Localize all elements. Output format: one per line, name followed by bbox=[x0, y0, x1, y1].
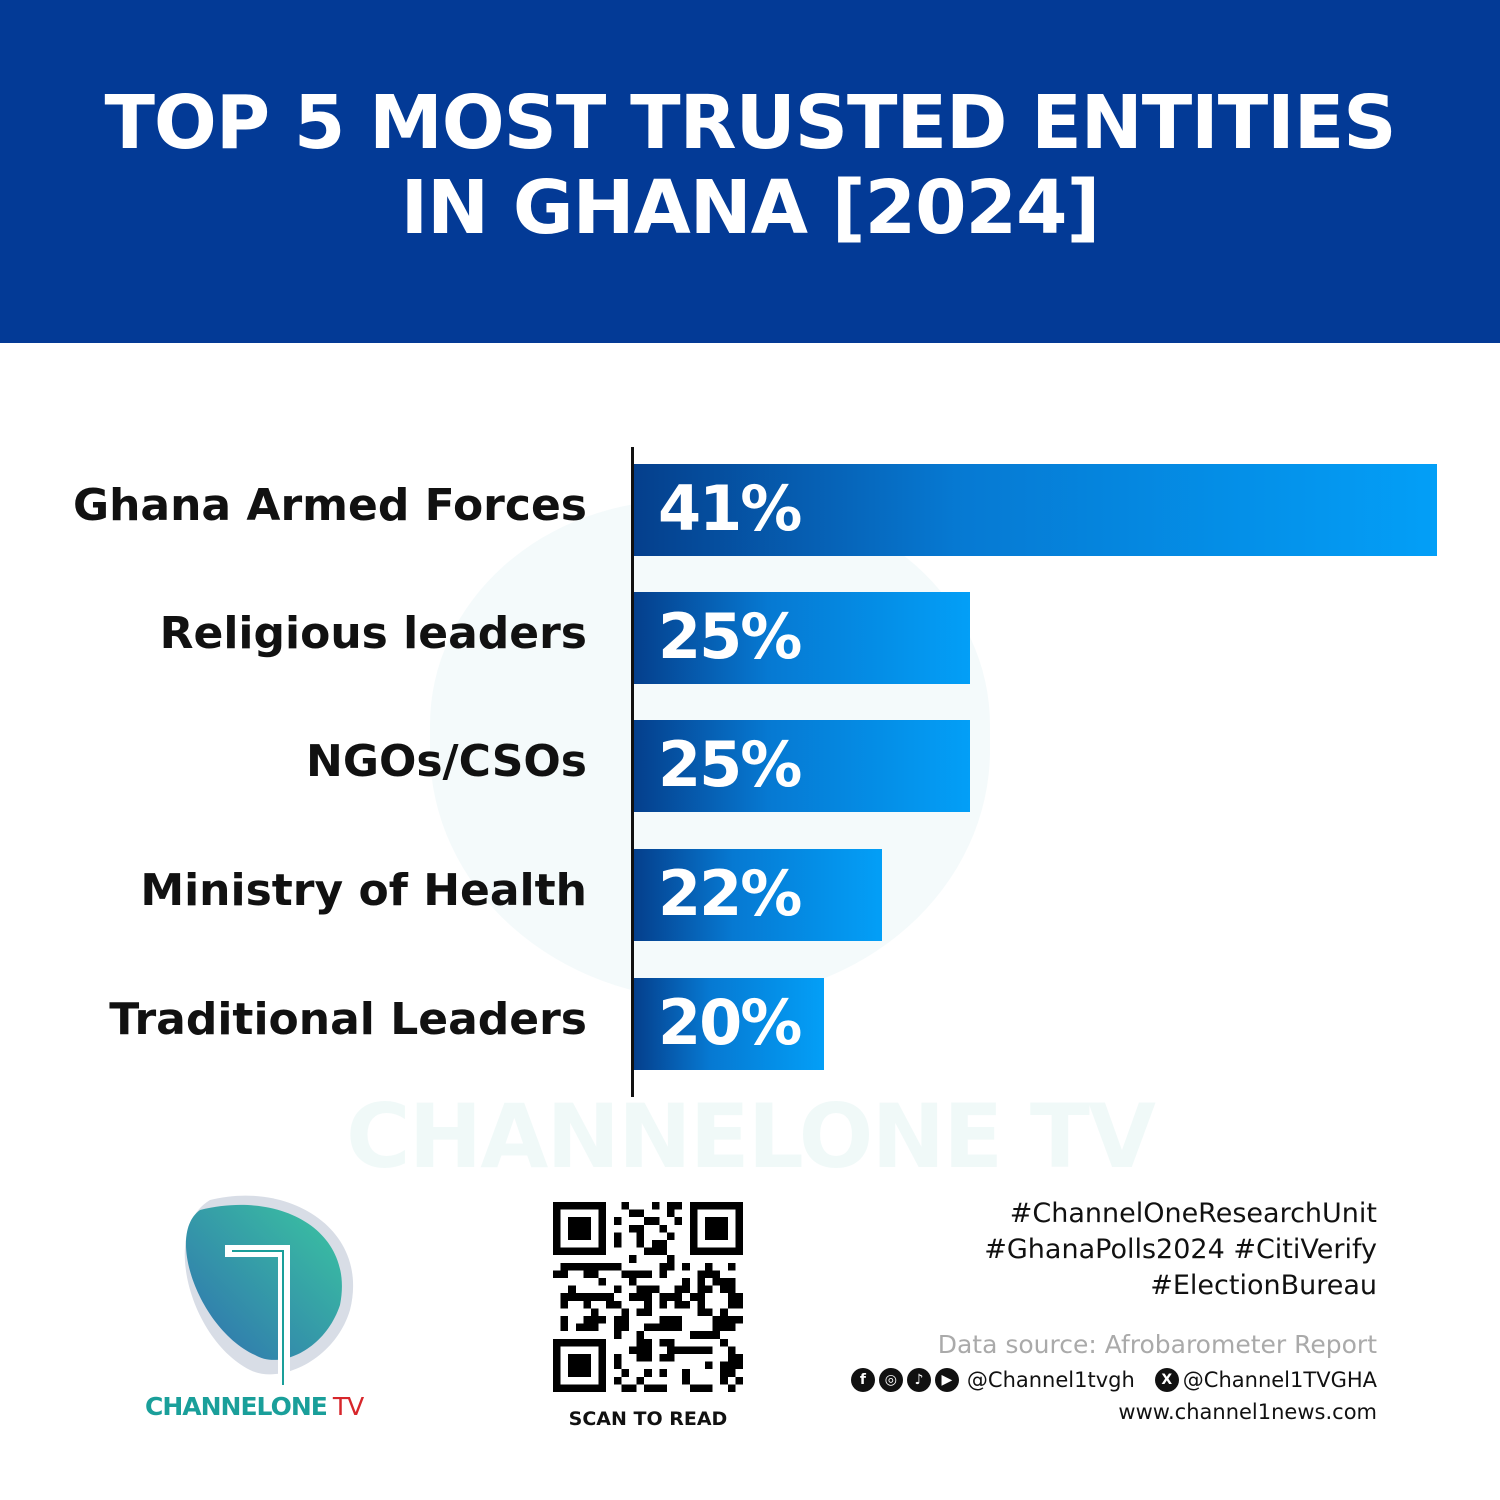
title-line-1: TOP 5 MOST TRUSTED ENTITIES bbox=[104, 80, 1396, 166]
hashtag-line-2: #GhanaPolls2024 #CitiVerify bbox=[984, 1234, 1377, 1265]
bar-value-label: 41% bbox=[658, 472, 802, 545]
category-label: NGOs/CSOs bbox=[306, 736, 587, 787]
bar: 41% bbox=[634, 464, 1437, 556]
logo-text-tv: TV bbox=[332, 1392, 364, 1421]
bar: 25% bbox=[634, 592, 970, 684]
tiktok-icon[interactable]: ♪ bbox=[906, 1368, 931, 1392]
hashtag-line-3: #ElectionBureau bbox=[1150, 1270, 1377, 1301]
watermark-text: CHANNELONE TV bbox=[345, 1085, 1156, 1188]
bar: 20% bbox=[634, 978, 824, 1070]
logo-text: CHANNELONE TV bbox=[145, 1392, 364, 1421]
bar: 25% bbox=[634, 720, 970, 812]
title-line-2: IN GHANA [2024] bbox=[400, 165, 1101, 251]
bar: 22% bbox=[634, 849, 883, 941]
youtube-icon[interactable]: ▶ bbox=[934, 1368, 959, 1392]
bar-value-label: 25% bbox=[658, 728, 802, 801]
website-link[interactable]: www.channel1news.com bbox=[1118, 1400, 1377, 1424]
facebook-icon[interactable]: f bbox=[850, 1368, 875, 1392]
header-banner: TOP 5 MOST TRUSTED ENTITIES IN GHANA [20… bbox=[0, 0, 1500, 343]
bar-value-label: 25% bbox=[658, 600, 802, 673]
category-label: Ministry of Health bbox=[140, 865, 587, 916]
bar-value-label: 22% bbox=[658, 857, 802, 930]
handle-main[interactable]: @Channel1tvgh bbox=[966, 1368, 1135, 1392]
hashtag-line-1: #ChannelOneResearchUnit bbox=[1009, 1198, 1377, 1229]
category-label: Ghana Armed Forces bbox=[72, 480, 587, 531]
x-icon[interactable]: X bbox=[1154, 1368, 1179, 1392]
instagram-icon[interactable]: ◎ bbox=[878, 1368, 903, 1392]
channel-one-logo bbox=[184, 1195, 354, 1390]
logo-text-main: CHANNELONE bbox=[145, 1392, 328, 1421]
category-label: Traditional Leaders bbox=[109, 994, 587, 1045]
social-handles: f ◎ ♪ ▶ @Channel1tvgh X @Channel1TVGHA bbox=[850, 1368, 1377, 1392]
data-source: Data source: Afrobarometer Report bbox=[937, 1330, 1377, 1359]
handle-x[interactable]: @Channel1TVGHA bbox=[1182, 1368, 1377, 1392]
bar-value-label: 20% bbox=[658, 986, 802, 1059]
y-axis-line bbox=[631, 447, 634, 1097]
qr-code[interactable] bbox=[553, 1202, 743, 1392]
qr-caption: SCAN TO READ bbox=[568, 1408, 728, 1430]
category-label: Religious leaders bbox=[159, 608, 587, 659]
